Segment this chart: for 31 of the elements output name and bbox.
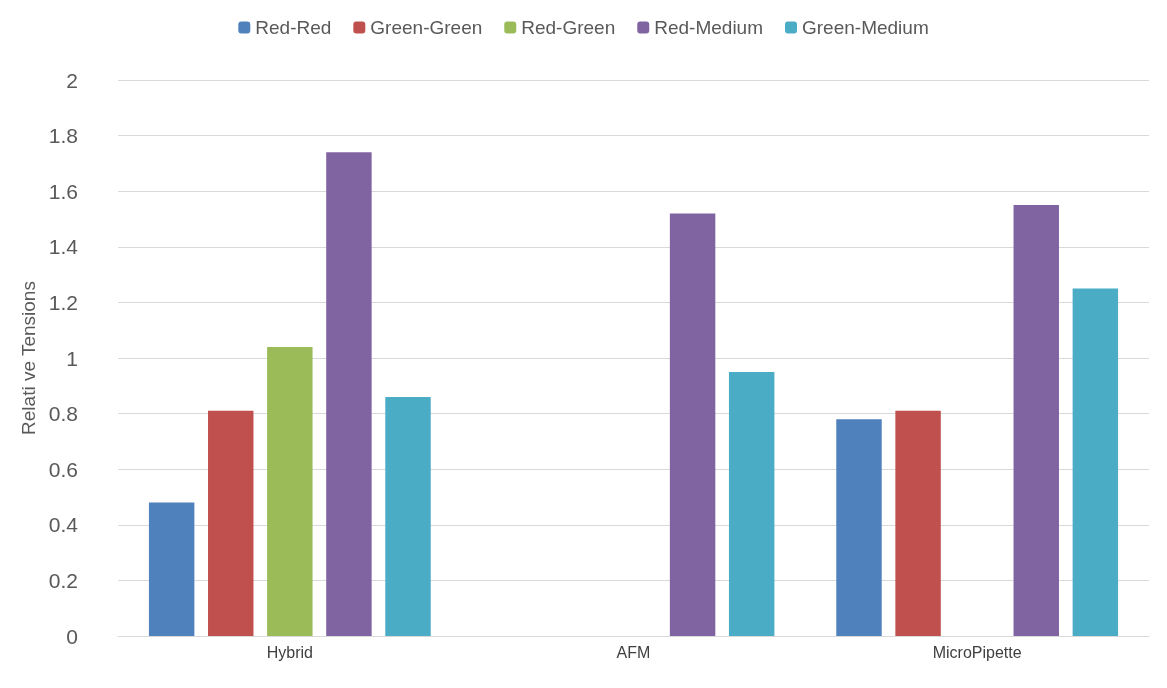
y-tick-label: 0 xyxy=(66,624,78,648)
y-tick-label: 1 xyxy=(66,346,78,370)
y-tick-label: 1.2 xyxy=(48,290,78,314)
y-tick-label: 1.4 xyxy=(48,235,79,259)
legend-label: Red-Red xyxy=(255,17,332,38)
bar xyxy=(669,213,716,636)
x-tick-label: Hybrid xyxy=(266,643,313,661)
y-tick-label: 0.4 xyxy=(48,513,79,537)
y-axis-title: Relati ve Tensions xyxy=(17,281,39,435)
bar xyxy=(836,419,882,636)
bar xyxy=(326,152,372,636)
x-tick-label: MicroPipette xyxy=(932,643,1022,661)
legend-label: Green-Green xyxy=(370,17,483,38)
bar xyxy=(267,346,313,636)
y-tick-label: 1.6 xyxy=(48,179,78,203)
y-tick-label: 2 xyxy=(66,68,78,92)
legend-label: Red-Medium xyxy=(654,17,764,38)
bar xyxy=(385,396,431,636)
bar xyxy=(895,410,941,636)
legend-label: Green-Medium xyxy=(802,17,929,38)
y-tick-label: 0.6 xyxy=(48,457,78,481)
y-tick-label: 0.2 xyxy=(48,568,78,592)
y-tick-label: 1.8 xyxy=(48,124,78,148)
bar xyxy=(148,502,195,636)
x-tick-label: AFM xyxy=(616,643,651,661)
bar xyxy=(1013,205,1059,636)
legend-label: Red-Green xyxy=(521,17,616,38)
y-tick-label: 0.8 xyxy=(48,402,78,426)
bar xyxy=(728,371,775,636)
bar xyxy=(208,410,254,636)
bar xyxy=(1072,288,1119,636)
